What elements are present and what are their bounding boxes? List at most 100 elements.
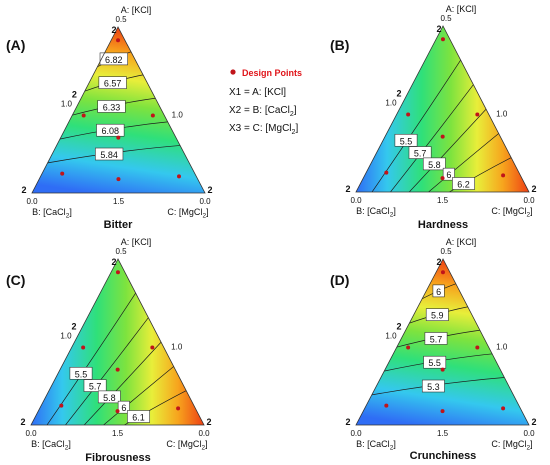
- contour-label: 5.7: [414, 149, 427, 159]
- contour-label-box: [421, 379, 445, 393]
- contour-label: 5.5: [428, 358, 441, 368]
- ternary-surface: [31, 259, 204, 425]
- contour-label: 6.2: [457, 179, 470, 189]
- panel-title: Fibrousness: [85, 452, 150, 464]
- contour-label-box: [127, 410, 150, 423]
- contour-label-box: [69, 366, 93, 380]
- contour-label: 5.9: [431, 311, 444, 321]
- design-point: [59, 403, 64, 408]
- triangle-border: [355, 258, 530, 426]
- design-point: [116, 38, 121, 43]
- vertex-c-min: 2: [207, 185, 212, 195]
- design-point: [150, 345, 155, 350]
- vertex-c-max: 0.0: [523, 196, 535, 205]
- panel-3: 5.55.75.866.1(C)A: [KCl]0.521.021.01.520…: [6, 237, 212, 464]
- vertex-b-max: 0.0: [25, 429, 37, 438]
- contour-line: [96, 363, 178, 425]
- panel-tag: (B): [330, 37, 349, 53]
- contour-label: 6.08: [102, 126, 120, 136]
- triangle-border: [31, 26, 206, 194]
- vertex-b-min: 2: [345, 417, 350, 427]
- vertex-b-min: 2: [345, 184, 350, 194]
- vertex-a-label: A: [KCl]: [121, 5, 152, 15]
- contour-line: [421, 130, 503, 192]
- contour-label-box: [442, 167, 455, 181]
- panels: 5.846.086.336.576.82(A)A: [KCl]0.521.021…: [6, 4, 537, 464]
- contour-label-box: [117, 400, 130, 414]
- design-point: [81, 113, 86, 118]
- vertex-c-label: C: [MgCl2]: [491, 439, 532, 452]
- side-tick-ab-value: 2: [71, 321, 76, 331]
- vertex-b-max: 0.0: [350, 429, 362, 438]
- contour-label-box: [432, 284, 445, 298]
- contour-line: [367, 56, 464, 192]
- panel-title: Hardness: [418, 219, 468, 231]
- side-tick-ab-value: 2: [72, 89, 77, 99]
- vertex-a-label: A: [KCl]: [121, 237, 152, 247]
- design-point: [440, 367, 445, 372]
- vertex-a-label: A: [KCl]: [446, 237, 477, 247]
- vertex-c-min: 2: [531, 417, 536, 427]
- vertex-a-min: 2: [111, 257, 116, 267]
- ternary-surface: [356, 26, 529, 192]
- vertex-b-min: 2: [21, 185, 26, 195]
- vertex-b-min: 2: [20, 417, 25, 427]
- design-point-legend-marker: [230, 69, 236, 75]
- legend: Design Points X1 = A: [KCl] X2 = B: [CaC…: [229, 68, 302, 136]
- vertex-c-min: 2: [206, 417, 211, 427]
- side-tick-ab-value: 2: [396, 321, 401, 331]
- contour-label: 5.84: [100, 150, 118, 160]
- contour-label-box: [408, 146, 432, 159]
- design-point: [440, 409, 445, 414]
- design-point: [475, 112, 480, 117]
- vertex-b-label: B: [CaCl2]: [31, 439, 71, 452]
- side-tick-ac: 1.0: [171, 342, 183, 351]
- design-point: [81, 345, 86, 350]
- side-tick-ac: 1.0: [496, 109, 508, 118]
- design-point: [60, 171, 65, 176]
- contour-label-box: [83, 379, 107, 392]
- side-tick-ab: 1.0: [61, 99, 73, 108]
- vertex-c-label: C: [MgCl2]: [491, 206, 532, 219]
- vertex-b-label: B: [CaCl2]: [32, 207, 72, 220]
- panel-title: Crunchiness: [410, 450, 477, 462]
- contour-line: [78, 338, 165, 425]
- contour-label: 5.5: [75, 369, 88, 379]
- design-point: [177, 174, 181, 179]
- contour-label: 5.3: [427, 382, 440, 392]
- contour-label: 6: [446, 170, 451, 180]
- side-tick-bc: 1.5: [113, 197, 125, 206]
- design-point: [115, 270, 120, 275]
- legend-x3: X3 = C: [MgCl2]: [229, 123, 298, 136]
- vertex-c-min: 2: [531, 184, 536, 194]
- design-point: [440, 176, 445, 181]
- side-tick-ac: 1.0: [172, 110, 184, 119]
- contour-line: [114, 388, 190, 425]
- design-point: [115, 367, 120, 372]
- vertex-c-max: 0.0: [199, 197, 211, 206]
- design-point: [384, 403, 389, 408]
- vertex-a-max: 0.5: [115, 15, 127, 24]
- vertex-c-max: 0.0: [523, 429, 535, 438]
- contour-label: 5.8: [103, 393, 116, 403]
- side-tick-ab: 1.0: [60, 331, 72, 340]
- contour-label-box: [97, 390, 121, 404]
- design-point: [116, 177, 121, 182]
- triangle-border: [30, 258, 205, 426]
- contour-label-box: [425, 308, 449, 321]
- contour-label-box: [98, 76, 127, 89]
- panel-2: 5.55.75.866.2(B)A: [KCl]0.521.021.01.520…: [330, 4, 537, 231]
- contour-label-box: [95, 147, 124, 161]
- contour-label-box: [424, 332, 448, 345]
- vertex-a-label: A: [KCl]: [446, 4, 477, 14]
- vertex-a-min: 2: [111, 25, 116, 35]
- vertex-a-max: 0.5: [115, 247, 127, 256]
- side-tick-ac: 1.0: [496, 342, 508, 351]
- vertex-a-min: 2: [436, 24, 441, 34]
- contour-label: 5.8: [428, 160, 441, 170]
- contour-line: [42, 289, 139, 425]
- design-point: [501, 173, 506, 178]
- contour-label-box: [422, 157, 446, 171]
- contour-label-box: [99, 52, 128, 66]
- legend-x1: X1 = A: [KCl]: [229, 87, 286, 98]
